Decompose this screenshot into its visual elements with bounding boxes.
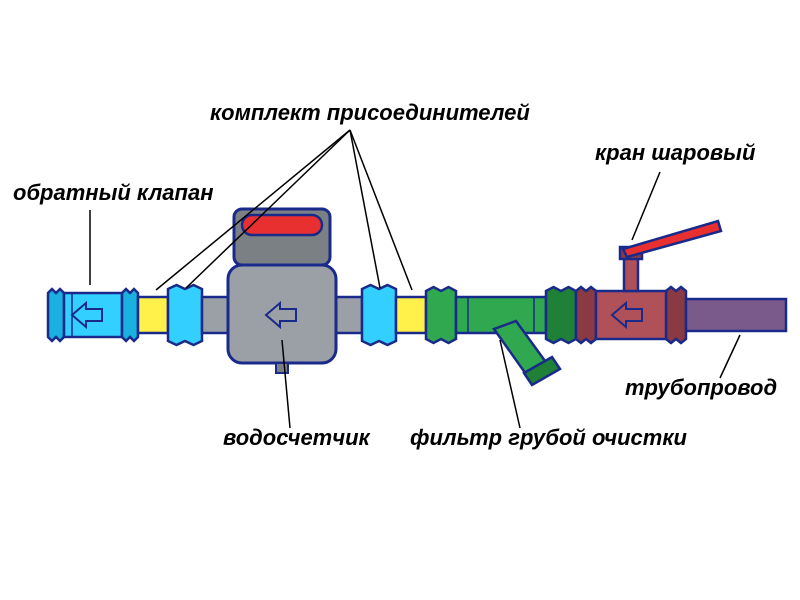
label-check_valve: обратный клапан <box>13 180 214 205</box>
strainer-filter <box>456 297 560 385</box>
union-nut-1 <box>168 285 202 345</box>
label-pipeline: трубопровод <box>625 375 777 400</box>
union-nut-2 <box>362 285 396 345</box>
pipeline <box>686 299 786 331</box>
coupling-left <box>138 297 168 333</box>
coupling-right <box>396 297 426 333</box>
filter-nut-left <box>426 287 456 343</box>
check-valve <box>48 289 138 341</box>
label-meter: водосчетчик <box>223 425 372 450</box>
filter-nut-right <box>546 287 576 343</box>
label-connectors: комплект присоединителей <box>210 100 530 125</box>
label-filter: фильтр грубой очистки <box>410 425 687 450</box>
water-meter <box>202 209 362 373</box>
water-meter-assembly-diagram: комплект присоединителей кран шаровый обра… <box>0 0 800 600</box>
label-ball_valve: кран шаровый <box>595 140 756 165</box>
